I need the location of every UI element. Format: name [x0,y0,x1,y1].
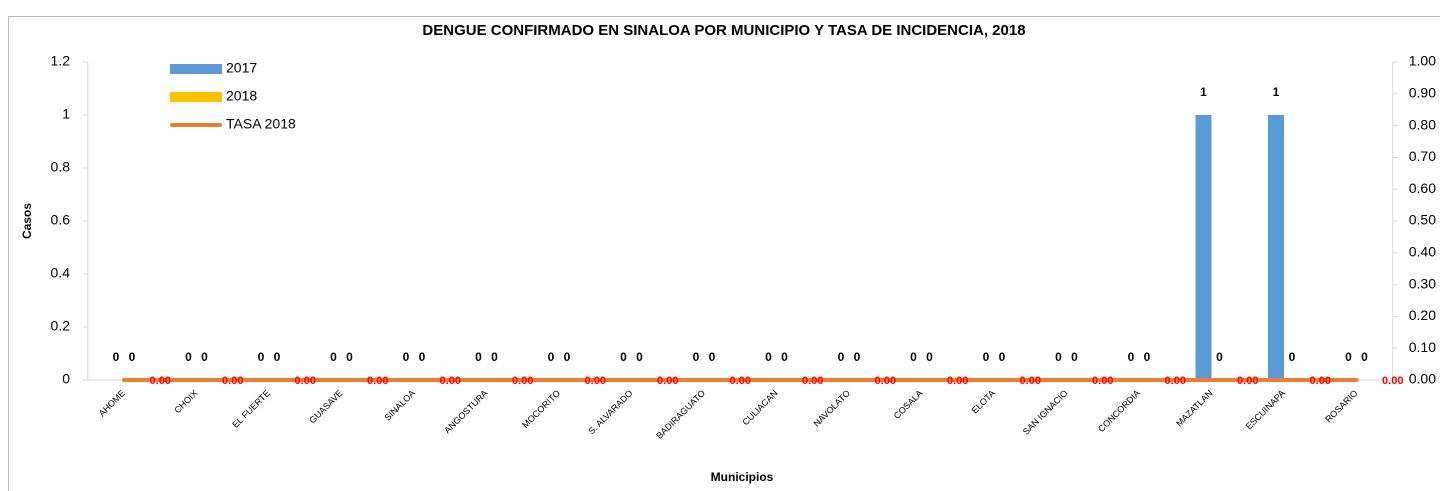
y-tick-label: 1.2 [51,53,71,69]
bar-value-label: 1 [1200,85,1207,99]
bar-value-label: 0 [1289,350,1296,364]
x-axis-title: Municipios [711,470,774,484]
bar-value-label: 0 [274,350,281,364]
line-value-label: 0.00 [1310,375,1331,387]
bar [1268,115,1284,380]
line-value-label: 0.00 [657,375,678,387]
bar-value-label: 0 [548,350,555,364]
y2-tick-label: 0.10 [1409,339,1436,355]
y2-tick-label: 0.70 [1409,148,1436,164]
bar-value-label: 0 [983,350,990,364]
legend-label: 2017 [226,60,257,76]
y-tick-label: 0.8 [51,159,71,175]
bar-value-label: 0 [781,350,788,364]
line-value-label: 0.00 [1237,375,1258,387]
line-value-label: 0.00 [1165,375,1186,387]
bar-value-label: 0 [1144,350,1151,364]
y2-tick-label: 0.60 [1409,180,1436,196]
line-value-label: 0.00 [875,375,896,387]
bar-value-label: 0 [926,350,933,364]
bar-value-label: 0 [564,350,571,364]
bar-value-label: 0 [1128,350,1135,364]
legend-label: TASA 2018 [226,116,296,132]
bar-value-label: 0 [765,350,772,364]
bar-value-label: 0 [1361,350,1368,364]
y2-tick-label: 0.80 [1409,116,1436,132]
bar-value-label: 0 [838,350,845,364]
bar-value-label: 0 [185,350,192,364]
line-value-label: 0.00 [295,375,316,387]
bar-value-label: 0 [475,350,482,364]
bar [1195,115,1212,380]
y-axis-title: Casos [20,203,34,239]
bar-value-label: 0 [113,350,120,364]
y2-tick-label: 1.00 [1409,53,1436,69]
chart-title: DENGUE CONFIRMADO EN SINALOA POR MUNICIP… [422,22,1025,39]
legend-swatch [170,64,222,74]
bar-value-label: 0 [620,350,627,364]
bar-value-label: 0 [854,350,861,364]
y-tick-label: 0.2 [51,318,71,334]
bar-value-label: 0 [1055,350,1062,364]
line-value-label: 0.00 [367,375,388,387]
bar-value-label: 0 [1216,350,1223,364]
line-value-label: 0.00 [947,375,968,387]
bar-value-label: 0 [636,350,643,364]
y-tick-label: 0 [62,371,70,387]
y-tick-label: 0.6 [51,212,71,228]
line-value-label: 0.00 [585,375,606,387]
bar-value-label: 0 [709,350,716,364]
line-value-label: 0.00 [150,375,171,387]
y2-tick-label: 0.90 [1409,85,1436,101]
bar-value-label: 0 [999,350,1006,364]
legend-label: 2018 [226,88,257,104]
bar-value-label: 0 [1345,350,1352,364]
line-value-label: 0.00 [1020,375,1041,387]
y-tick-label: 1 [62,106,70,122]
chart-frame [8,16,1440,491]
line-value-label: 0.00 [512,375,533,387]
line-value-label: 0.00 [222,375,243,387]
line-value-label: 0.00 [1382,375,1403,387]
bar-value-label: 0 [910,350,917,364]
line-value-label: 0.00 [802,375,823,387]
bar-value-label: 0 [201,350,208,364]
bar-value-label: 0 [330,350,337,364]
bar-value-label: 0 [258,350,265,364]
legend-swatch [170,92,222,102]
bar-value-label: 1 [1273,85,1280,99]
y2-tick-label: 0.30 [1409,275,1436,291]
bar-value-label: 0 [129,350,136,364]
y2-tick-label: 0.40 [1409,244,1436,260]
y2-tick-label: 0.50 [1409,212,1436,228]
y-tick-label: 0.4 [51,265,71,281]
line-value-label: 0.00 [1092,375,1113,387]
bar-value-label: 0 [693,350,700,364]
line-value-label: 0.00 [440,375,461,387]
bar-value-label: 0 [346,350,353,364]
y2-tick-label: 0.20 [1409,307,1436,323]
y2-tick-label: 0.00 [1409,371,1436,387]
bar-value-label: 0 [1071,350,1078,364]
bar-value-label: 0 [403,350,410,364]
line-value-label: 0.00 [730,375,751,387]
bar-value-label: 0 [491,350,498,364]
bar-value-label: 0 [419,350,426,364]
